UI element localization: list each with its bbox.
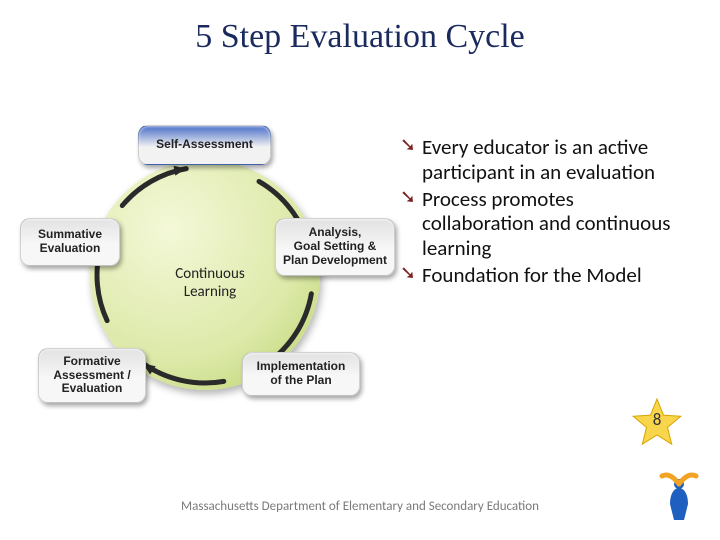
bullet-text: Process promotes collaboration and conti… <box>422 187 690 261</box>
bullet-arrow-icon: ➘ <box>400 263 422 288</box>
cycle-node-0: Self-Assessment <box>138 125 271 165</box>
bullet-text: Every educator is an active participant … <box>422 135 690 185</box>
bullet-text: Foundation for the Model <box>422 263 690 288</box>
cycle-node-1: Analysis,Goal Setting &Plan Development <box>275 218 395 276</box>
cycle-node-3: FormativeAssessment /Evaluation <box>38 348 146 403</box>
bullet-arrow-icon: ➘ <box>400 135 422 185</box>
page-title: 5 Step Evaluation Cycle <box>0 0 720 56</box>
cycle-center-label: Continuous Learning <box>150 265 270 301</box>
cycle-node-4: SummativeEvaluation <box>20 218 120 266</box>
cycle-diagram: Continuous Learning Self-AssessmentAnaly… <box>20 100 390 430</box>
footer-logo <box>656 470 702 526</box>
bullet-item: ➘Process promotes collaboration and cont… <box>400 187 690 261</box>
footer-text: Massachusetts Department of Elementary a… <box>0 499 720 514</box>
bullet-list: ➘Every educator is an active participant… <box>400 135 690 290</box>
cycle-node-2: Implementationof the Plan <box>242 352 360 396</box>
page-number-star: 8 <box>630 395 684 449</box>
bullet-item: ➘Every educator is an active participant… <box>400 135 690 185</box>
page-number: 8 <box>630 409 684 430</box>
bullet-arrow-icon: ➘ <box>400 187 422 261</box>
bullet-item: ➘Foundation for the Model <box>400 263 690 288</box>
